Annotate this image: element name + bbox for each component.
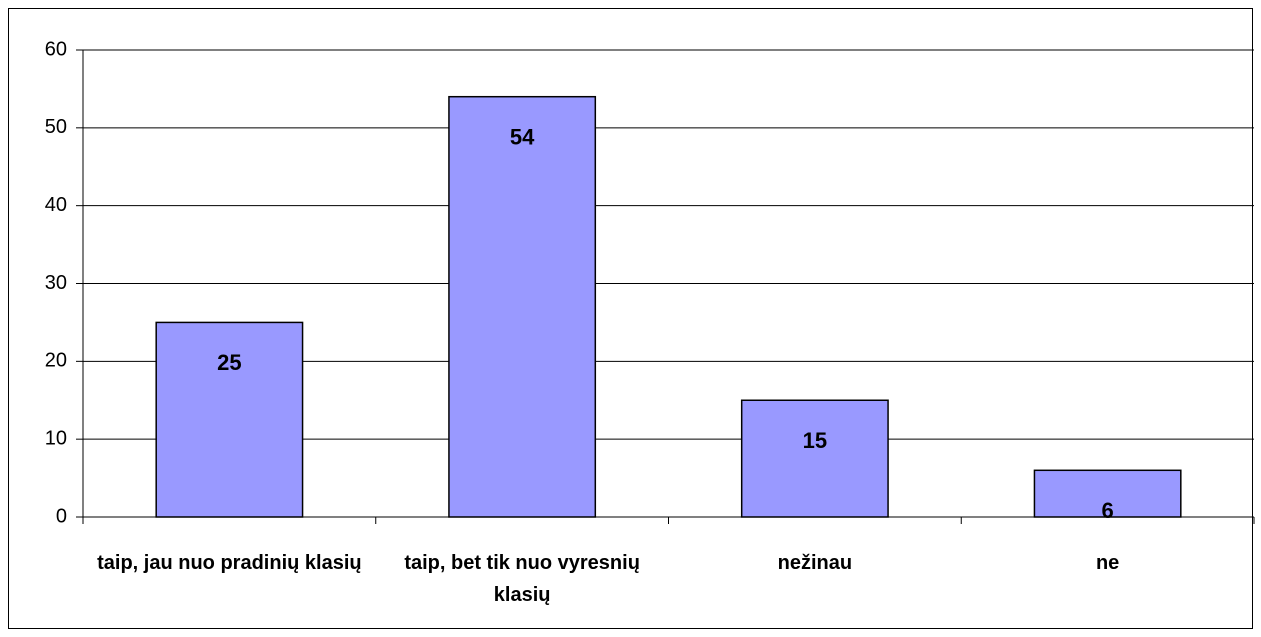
bar <box>448 95 597 518</box>
bar <box>1033 469 1182 518</box>
y-tick-label: 40 <box>45 194 67 216</box>
y-tick-label: 30 <box>45 272 67 294</box>
y-tick-label: 20 <box>45 350 67 372</box>
bar <box>155 321 304 518</box>
y-tick-label: 10 <box>45 427 67 449</box>
y-tick-label: 50 <box>45 116 67 138</box>
x-tick-label: taip, jau nuo pradinių klasių <box>97 552 362 574</box>
data-label: 15 <box>803 428 827 453</box>
y-tick-label: 60 <box>45 38 67 60</box>
y-tick-label: 0 <box>56 505 67 527</box>
data-label: 6 <box>1102 498 1114 523</box>
x-tick-label: ne <box>1095 552 1120 574</box>
data-label: 25 <box>217 350 241 375</box>
x-tick-label: nežinau <box>777 552 853 574</box>
data-label: 54 <box>510 125 535 150</box>
chart-border <box>8 8 1253 629</box>
bar <box>740 399 889 518</box>
x-tick-label: taip, bet tik nuo vyresnių klasių <box>404 552 640 606</box>
